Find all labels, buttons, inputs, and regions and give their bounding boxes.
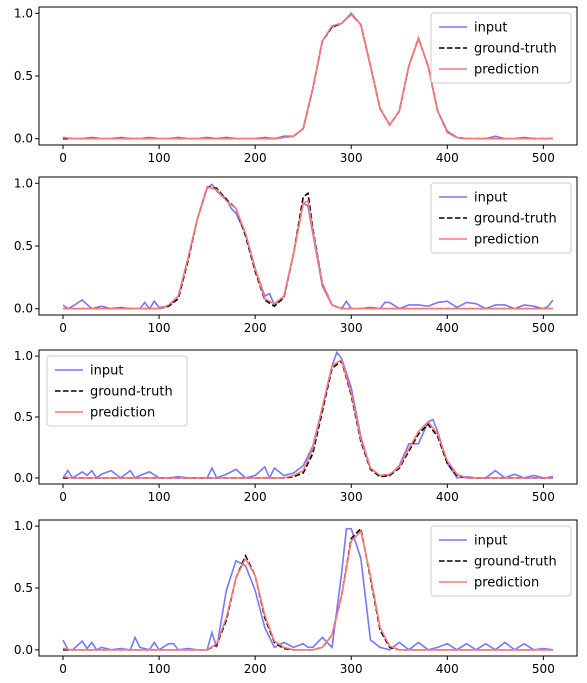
legend: input ground-truth prediction <box>430 525 572 597</box>
x-tick-label: 100 <box>148 662 171 676</box>
series-line-prediction <box>63 186 553 310</box>
y-tick-label: 0.5 <box>14 581 33 595</box>
legend-label: prediction <box>474 63 539 78</box>
legend: input ground-truth prediction <box>430 182 572 254</box>
x-tick-label: 300 <box>340 321 363 335</box>
y-tick-label: 0.5 <box>14 69 33 83</box>
x-tick-label: 100 <box>148 151 171 165</box>
y-tick-label: 0.0 <box>14 471 33 485</box>
y-tick-label: 1.0 <box>14 176 33 190</box>
x-tick-label: 100 <box>148 490 171 504</box>
legend: input ground-truth prediction <box>46 355 188 427</box>
legend-label: prediction <box>474 233 539 248</box>
x-tick-label: 500 <box>532 151 555 165</box>
x-tick-label: 500 <box>532 490 555 504</box>
x-tick-label: 200 <box>244 151 267 165</box>
x-tick-label: 300 <box>340 151 363 165</box>
y-tick-label: 0.0 <box>14 132 33 146</box>
legend: input ground-truth prediction <box>430 12 572 84</box>
x-tick-label: 200 <box>244 662 267 676</box>
x-tick-label: 0 <box>59 662 67 676</box>
chart-panel-3: 0 100 200 300 400 500 0.0 0.5 1.0 input ground-tru… <box>14 349 578 504</box>
legend-label: input <box>474 21 507 36</box>
chart-panel-4: 0 100 200 300 400 500 0.0 0.5 1.0 input ground-tru… <box>14 519 578 676</box>
x-tick-label: 0 <box>59 151 67 165</box>
legend-box <box>430 525 572 597</box>
series-line-prediction <box>62 358 553 479</box>
x-tick-label: 500 <box>532 662 555 676</box>
y-tick-label: 0.0 <box>14 302 33 316</box>
y-tick-label: 1.0 <box>14 349 33 363</box>
x-tick-label: 200 <box>244 321 267 335</box>
chart-panel-1: 0 100 200 300 400 500 0.0 0.5 1.0 input ground-tru… <box>14 6 578 165</box>
x-tick-label: 0 <box>59 490 67 504</box>
legend-label: input <box>474 534 507 549</box>
x-tick-label: 400 <box>436 490 459 504</box>
x-tick-label: 300 <box>340 490 363 504</box>
x-tick-label: 500 <box>532 321 555 335</box>
series-line-prediction <box>62 13 553 140</box>
legend-box <box>430 182 572 254</box>
y-tick-label: 1.0 <box>14 519 33 533</box>
x-tick-label: 400 <box>436 662 459 676</box>
legend-label: input <box>90 364 123 379</box>
y-tick-label: 1.0 <box>14 6 33 20</box>
series-line-prediction <box>62 529 553 651</box>
y-tick-label: 0.5 <box>14 239 33 253</box>
x-tick-label: 100 <box>148 321 171 335</box>
legend-label: ground-truth <box>90 385 173 400</box>
legend-label: ground-truth <box>474 212 557 227</box>
x-tick-label: 400 <box>436 321 459 335</box>
series-line-input <box>62 350 554 480</box>
legend-label: input <box>474 191 507 206</box>
x-tick-label: 0 <box>59 321 67 335</box>
y-tick-label: 0.0 <box>14 643 33 657</box>
x-tick-label: 300 <box>340 662 363 676</box>
x-tick-label: 400 <box>436 151 459 165</box>
legend-label: ground-truth <box>474 555 557 570</box>
legend-label: ground-truth <box>474 42 557 57</box>
chart-panel-2: 0 100 200 300 400 500 0.0 0.5 1.0 input ground-tru… <box>14 176 578 335</box>
legend-box <box>430 12 572 84</box>
y-tick-label: 0.5 <box>14 410 33 424</box>
legend-label: prediction <box>90 406 155 421</box>
legend-label: prediction <box>474 576 539 591</box>
x-tick-label: 200 <box>244 490 267 504</box>
legend-box <box>46 355 188 427</box>
